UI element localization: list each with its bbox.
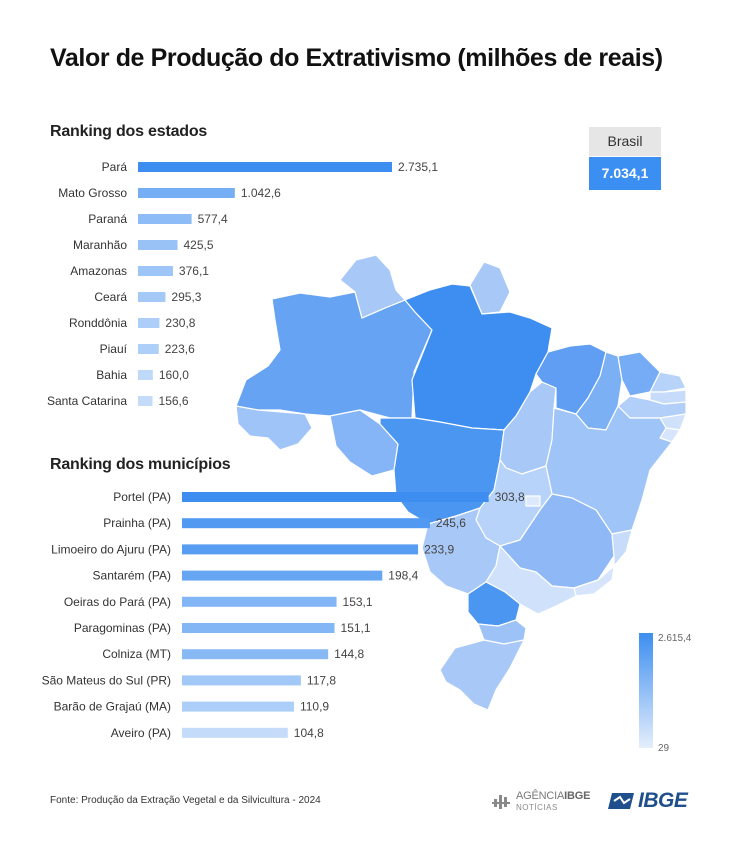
state-value-label: 223,6 <box>165 342 195 356</box>
state-amazonas <box>235 291 433 419</box>
agencia-ibge-word: IBGE <box>564 790 591 802</box>
municipality-value-label: 110,9 <box>300 700 329 714</box>
municipality-category-label: Portel (PA) <box>113 490 171 504</box>
legend-max-label: 2.615,4 <box>658 633 692 644</box>
states-heading: Ranking dos estados <box>50 123 208 140</box>
state-bar <box>138 162 392 172</box>
municipality-category-label: Colniza (MT) <box>102 647 171 661</box>
legend-gradient-bar <box>639 633 653 748</box>
agencia-ibge-logo: AGÊNCIAIBGE NOTÍCIAS <box>492 788 592 814</box>
municipality-value-label: 198,4 <box>388 569 418 583</box>
brazil-map <box>235 254 687 711</box>
state-category-label: Santa Catarina <box>47 394 127 408</box>
municipality-value-label: 233,9 <box>424 542 454 556</box>
state-value-label: 577,4 <box>198 212 228 226</box>
agencia-word: AGÊNCIA <box>516 790 565 802</box>
state-value-label: 425,5 <box>184 238 214 252</box>
color-legend: 2.615,4 29 <box>639 633 692 754</box>
municipality-bar <box>182 544 419 555</box>
municipality-bar <box>182 492 489 502</box>
national-total-value: 7.034,1 <box>589 157 661 190</box>
state-category-label: Ceará <box>94 290 127 304</box>
state-rio-grande-sul <box>439 639 525 711</box>
state-bar <box>138 292 166 302</box>
national-total-box: Brasil 7.034,1 <box>589 127 661 190</box>
municipality-value-label: 303,8 <box>495 490 525 504</box>
state-value-label: 230,8 <box>165 316 195 330</box>
state-bar <box>138 240 178 250</box>
municipalities-bar-chart: Portel (PA) 303,8 Prainha (PA) 245,6 Limoeir… <box>42 490 525 740</box>
source-note: Fonte: Produção da Extração Vegetal e da… <box>50 795 321 806</box>
ibge-mark-icon <box>608 793 634 809</box>
agencia-mark-icon <box>492 795 510 809</box>
state-category-label: Amazonas <box>70 264 127 278</box>
municipality-category-label: Paragominas (PA) <box>74 621 171 635</box>
state-value-label: 2.735,1 <box>398 160 438 174</box>
state-acre <box>235 405 313 451</box>
agencia-noticias-word: NOTÍCIAS <box>516 803 558 812</box>
states-bar-chart: Pará 2.735,1 Mato Grosso 1.042,6 Paraná 577,4… <box>47 160 438 408</box>
municipality-bar <box>182 623 335 633</box>
municipality-value-label: 117,8 <box>307 673 336 687</box>
chart-title: Valor de Produção do Extrativismo (milhõ… <box>50 44 663 72</box>
state-bar <box>138 214 192 224</box>
state-roraima <box>339 254 406 319</box>
municipality-value-label: 153,1 <box>343 595 373 609</box>
municipality-bar <box>182 596 337 607</box>
state-bar <box>138 344 159 354</box>
state-category-label: Paraná <box>88 212 127 226</box>
municipality-bar <box>182 649 329 660</box>
municipality-category-label: Aveiro (PA) <box>111 726 171 740</box>
municipality-bar <box>182 675 301 686</box>
state-category-label: Mato Grosso <box>58 186 127 200</box>
state-value-label: 376,1 <box>179 264 209 278</box>
municipality-bar <box>182 570 383 581</box>
municipality-category-label: Oeiras do Pará (PA) <box>64 595 171 609</box>
state-espirito-santo <box>611 529 633 567</box>
state-bar <box>138 396 153 406</box>
state-para <box>404 283 553 431</box>
municipalities-heading: Ranking dos municípios <box>50 456 231 473</box>
municipality-category-label: Barão de Grajaú (MA) <box>54 700 171 714</box>
state-value-label: 1.042,6 <box>241 186 281 200</box>
state-category-label: Maranhão <box>73 238 127 252</box>
municipality-category-label: Limoeiro do Ajuru (PA) <box>51 542 171 556</box>
state-value-label: 160,0 <box>159 368 189 382</box>
municipality-bar <box>182 727 288 738</box>
state-bar <box>138 188 235 198</box>
state-category-label: Pará <box>102 160 128 174</box>
state-bar <box>138 318 160 328</box>
state-distrito-federal <box>525 495 541 507</box>
municipality-bar <box>182 701 294 712</box>
state-value-label: 295,3 <box>171 290 201 304</box>
municipality-value-label: 144,8 <box>334 647 364 661</box>
state-value-label: 156,6 <box>159 394 189 408</box>
ibge-wordmark: IBGE <box>638 789 688 812</box>
national-total-label: Brasil <box>589 127 661 156</box>
ibge-logo: IBGE <box>608 788 703 814</box>
municipality-category-label: São Mateus do Sul (PR) <box>42 673 171 687</box>
municipality-bar <box>182 518 430 529</box>
municipality-value-label: 104,8 <box>294 726 324 740</box>
municipality-category-label: Prainha (PA) <box>103 516 171 530</box>
state-bar <box>138 370 153 380</box>
legend-min-label: 29 <box>658 743 670 754</box>
municipality-category-label: Santarém (PA) <box>93 569 171 583</box>
state-category-label: Ronddônia <box>69 316 127 330</box>
state-category-label: Bahia <box>96 368 127 382</box>
state-bar <box>138 266 173 276</box>
state-category-label: Piauí <box>100 342 128 356</box>
municipality-value-label: 245,6 <box>436 516 466 530</box>
state-rio-grande-norte <box>649 371 687 393</box>
municipality-value-label: 151,1 <box>341 621 371 635</box>
